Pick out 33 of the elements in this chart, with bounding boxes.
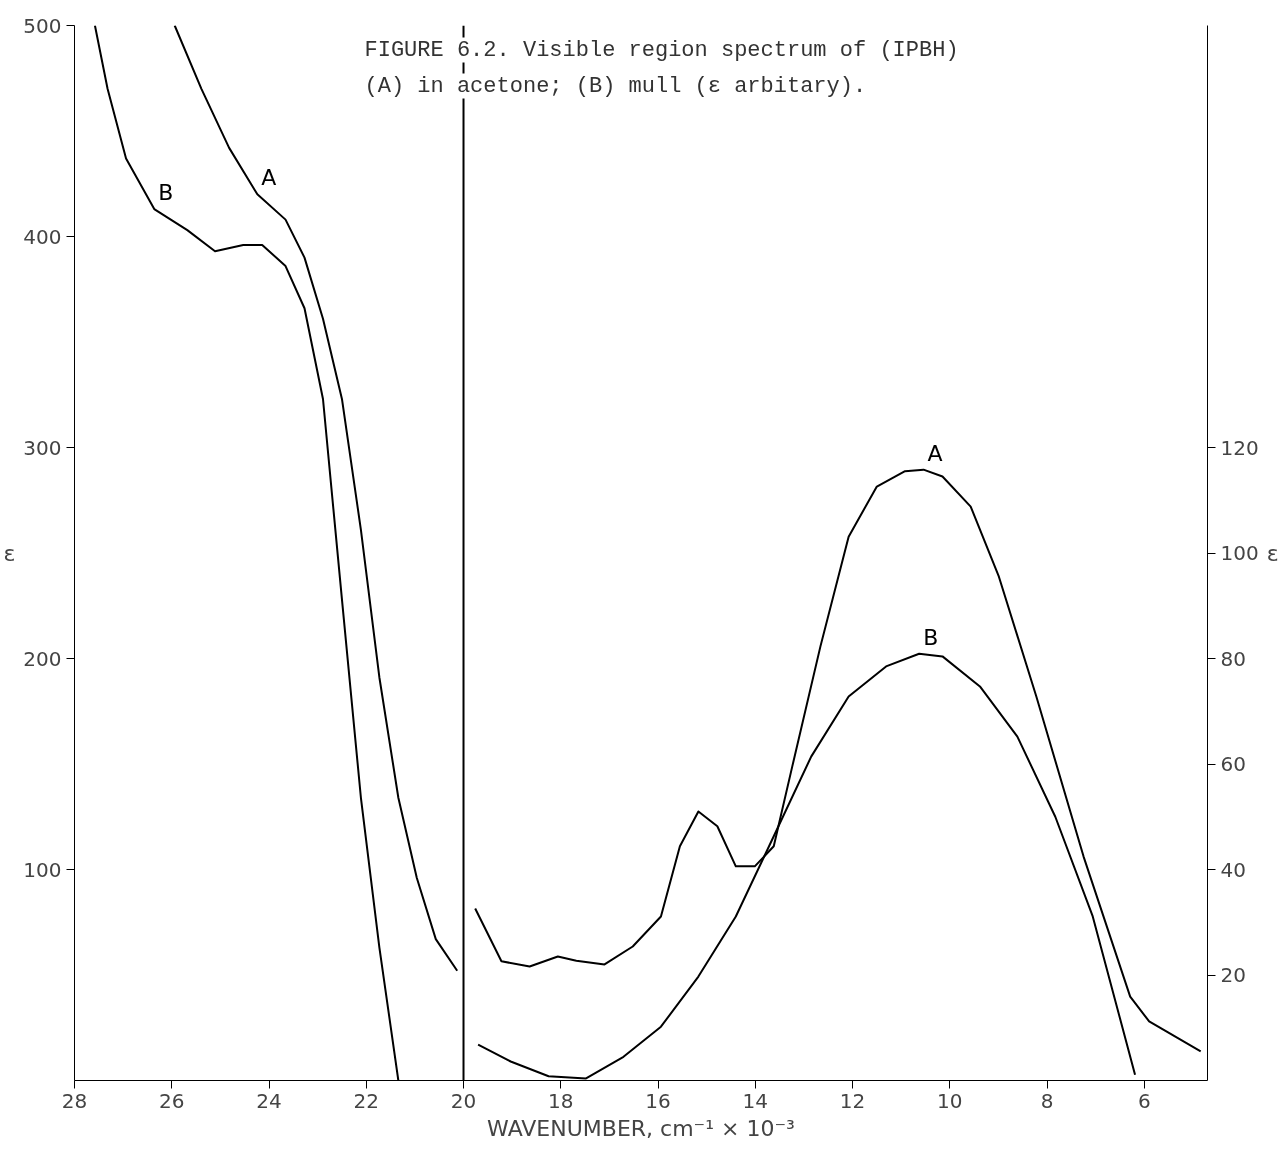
line-series [173, 25, 459, 972]
y-tick-label: 500 [23, 13, 62, 38]
series-label: B [158, 180, 174, 206]
series-label: B [923, 624, 939, 650]
x-tick-label: 10 [937, 1088, 963, 1113]
x-tick-label: 24 [256, 1088, 282, 1113]
x-tick-label: 28 [61, 1088, 88, 1113]
series-label: A [261, 165, 277, 191]
x-tick-label: 20 [450, 1088, 477, 1113]
y2-tick-label: 20 [1220, 963, 1246, 987]
x-tick-label: 14 [742, 1088, 768, 1113]
y-tick-label: 200 [23, 646, 62, 671]
y2-tick-label: 120 [1220, 435, 1259, 460]
x-tick-label: 12 [839, 1088, 866, 1113]
x-tick-label: 6 [1137, 1088, 1151, 1113]
x-axis-title: WAVENUMBER, cm⁻¹ × 10⁻³ [487, 1115, 795, 1141]
y2-tick-label: 40 [1220, 857, 1246, 882]
text: (A) in acetone; (B) mull (ε arbitary). [364, 73, 867, 99]
series-label: A [927, 440, 943, 466]
y-tick-label: 300 [23, 435, 62, 460]
x-tick-label: 16 [645, 1088, 671, 1113]
y2-tick-label: 100 [1220, 541, 1259, 565]
y2-tick-label: 60 [1220, 752, 1246, 776]
y-axis-title: ε [3, 540, 16, 566]
y2-tick-label: 80 [1220, 646, 1246, 671]
x-tick-label: 18 [548, 1088, 574, 1113]
y-tick-label: 100 [23, 857, 62, 882]
text: FIGURE 6.2. Visible region spectrum of (IPBH) [364, 37, 959, 63]
x-tick-label: 8 [1040, 1088, 1054, 1113]
x-tick-label: 22 [353, 1088, 379, 1113]
y2-axis-title: ε [1266, 540, 1279, 566]
y-tick-label: 400 [23, 224, 62, 249]
x-tick-label: 26 [159, 1088, 185, 1113]
